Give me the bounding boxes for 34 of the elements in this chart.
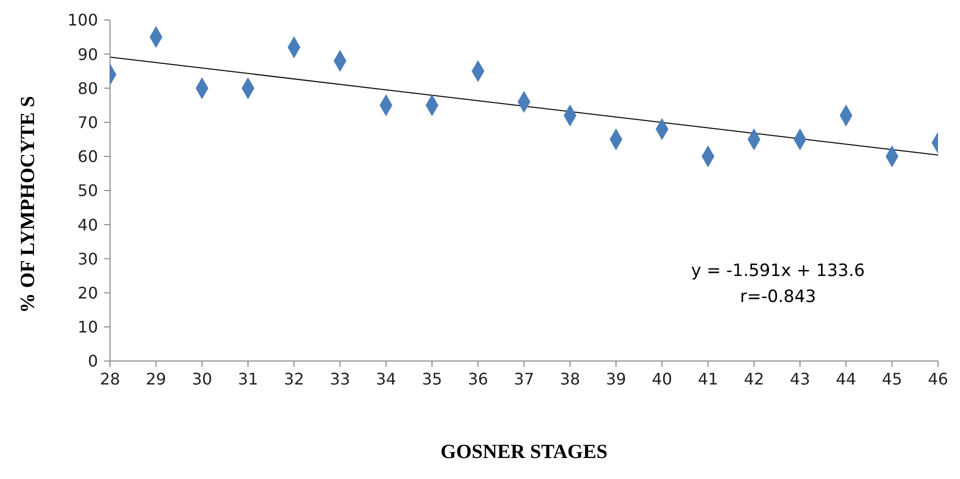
x-tick-label: 40 [652, 369, 672, 388]
x-tick-label: 41 [698, 369, 718, 388]
y-tick-label: 80 [78, 78, 98, 98]
y-tick-label: 100 [67, 10, 98, 30]
x-tick-label: 36 [468, 369, 488, 388]
x-tick-label: 30 [192, 369, 212, 388]
annotation: r=-0.843 [738, 286, 818, 309]
x-tick-label: 39 [606, 369, 626, 388]
x-tick-label: 44 [836, 369, 856, 388]
x-tick-label: 31 [238, 369, 258, 388]
x-tick-label: 29 [146, 369, 166, 388]
x-tick-label: 46 [928, 369, 948, 388]
x-tick-label: 45 [882, 369, 902, 388]
x-tick-label: 32 [284, 369, 304, 388]
x-tick-label: 34 [376, 369, 396, 388]
x-tick-label: 37 [514, 369, 534, 388]
y-tick-label: 60 [78, 147, 98, 166]
x-tick-label: 43 [790, 369, 810, 388]
x-axis-title: GOSNER STAGES [440, 441, 608, 464]
x-tick-label: 35 [422, 369, 442, 388]
y-tick-label: 30 [78, 249, 98, 268]
y-tick-label: 90 [78, 44, 98, 64]
y-tick-label: 50 [78, 181, 98, 200]
x-tick-label: 28 [100, 369, 120, 388]
y-axis-title: % OF LYMPHOCYTE S [16, 96, 40, 313]
x-tick-label: 38 [560, 369, 580, 388]
y-tick-label: 20 [78, 283, 98, 302]
y-tick-label: 40 [78, 215, 98, 234]
y-tick-label: 70 [78, 112, 98, 132]
y-tick-label: 10 [78, 318, 98, 337]
x-tick-label: 33 [330, 369, 350, 388]
x-tick-label: 42 [744, 369, 764, 388]
y-tick-label: 0 [88, 352, 98, 371]
annotation: y = -1.591x + 133.6 [690, 260, 866, 283]
